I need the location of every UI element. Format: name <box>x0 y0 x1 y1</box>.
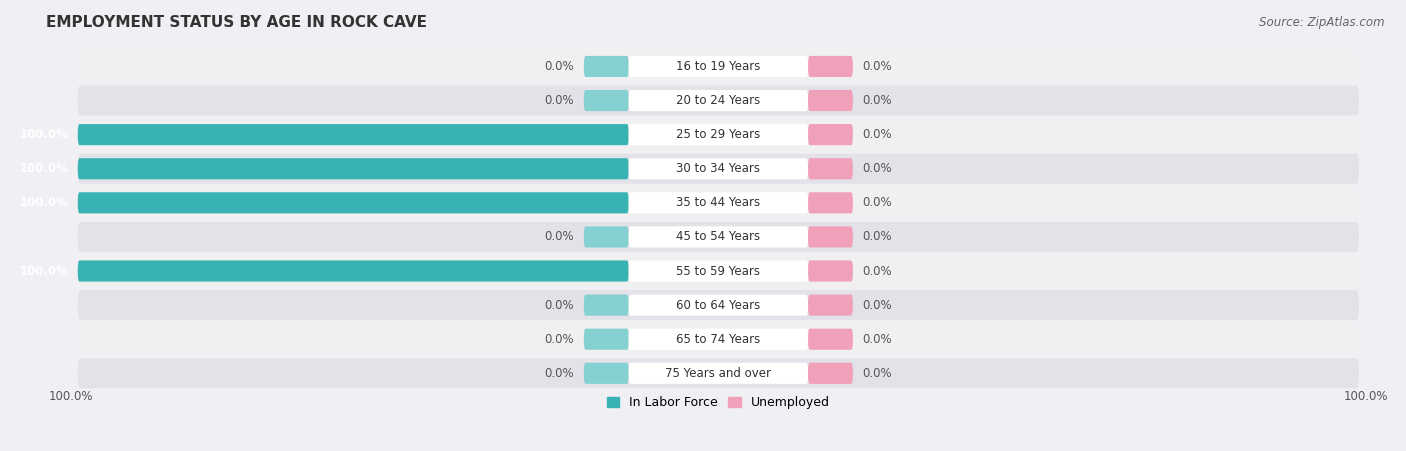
FancyBboxPatch shape <box>77 154 1360 184</box>
Legend: In Labor Force, Unemployed: In Labor Force, Unemployed <box>602 391 835 414</box>
FancyBboxPatch shape <box>77 120 1360 150</box>
FancyBboxPatch shape <box>77 158 628 179</box>
Text: 0.0%: 0.0% <box>862 265 893 277</box>
Text: 100.0%: 100.0% <box>1343 390 1388 403</box>
Text: 25 to 29 Years: 25 to 29 Years <box>676 128 761 141</box>
FancyBboxPatch shape <box>583 226 628 248</box>
FancyBboxPatch shape <box>583 329 628 350</box>
FancyBboxPatch shape <box>628 363 808 384</box>
Text: 45 to 54 Years: 45 to 54 Years <box>676 230 761 244</box>
FancyBboxPatch shape <box>628 192 808 213</box>
Text: 0.0%: 0.0% <box>862 94 893 107</box>
FancyBboxPatch shape <box>628 226 808 248</box>
Text: 0.0%: 0.0% <box>544 299 574 312</box>
Text: 0.0%: 0.0% <box>862 333 893 346</box>
Text: 100.0%: 100.0% <box>49 390 93 403</box>
Text: 100.0%: 100.0% <box>20 128 67 141</box>
FancyBboxPatch shape <box>808 295 853 316</box>
FancyBboxPatch shape <box>808 124 853 145</box>
Text: 0.0%: 0.0% <box>862 162 893 175</box>
Text: 60 to 64 Years: 60 to 64 Years <box>676 299 761 312</box>
FancyBboxPatch shape <box>77 51 1360 82</box>
FancyBboxPatch shape <box>808 56 853 77</box>
FancyBboxPatch shape <box>808 260 853 281</box>
Text: 100.0%: 100.0% <box>20 265 67 277</box>
Text: 0.0%: 0.0% <box>544 94 574 107</box>
Text: 20 to 24 Years: 20 to 24 Years <box>676 94 761 107</box>
FancyBboxPatch shape <box>77 358 1360 388</box>
Text: 35 to 44 Years: 35 to 44 Years <box>676 196 761 209</box>
Text: 0.0%: 0.0% <box>862 128 893 141</box>
FancyBboxPatch shape <box>628 124 808 145</box>
Text: 30 to 34 Years: 30 to 34 Years <box>676 162 761 175</box>
FancyBboxPatch shape <box>77 192 628 213</box>
FancyBboxPatch shape <box>77 290 1360 320</box>
FancyBboxPatch shape <box>77 124 628 145</box>
Text: 16 to 19 Years: 16 to 19 Years <box>676 60 761 73</box>
Text: 0.0%: 0.0% <box>544 60 574 73</box>
Text: Source: ZipAtlas.com: Source: ZipAtlas.com <box>1260 16 1385 29</box>
FancyBboxPatch shape <box>628 158 808 179</box>
FancyBboxPatch shape <box>77 324 1360 354</box>
FancyBboxPatch shape <box>808 158 853 179</box>
FancyBboxPatch shape <box>77 222 1360 252</box>
FancyBboxPatch shape <box>628 56 808 77</box>
Text: 0.0%: 0.0% <box>862 230 893 244</box>
Text: EMPLOYMENT STATUS BY AGE IN ROCK CAVE: EMPLOYMENT STATUS BY AGE IN ROCK CAVE <box>46 15 426 30</box>
Text: 100.0%: 100.0% <box>20 196 67 209</box>
FancyBboxPatch shape <box>583 363 628 384</box>
Text: 55 to 59 Years: 55 to 59 Years <box>676 265 761 277</box>
Text: 0.0%: 0.0% <box>862 196 893 209</box>
FancyBboxPatch shape <box>77 260 628 281</box>
FancyBboxPatch shape <box>77 86 1360 115</box>
FancyBboxPatch shape <box>628 329 808 350</box>
FancyBboxPatch shape <box>77 256 1360 286</box>
FancyBboxPatch shape <box>628 295 808 316</box>
Text: 75 Years and over: 75 Years and over <box>665 367 772 380</box>
FancyBboxPatch shape <box>583 56 628 77</box>
FancyBboxPatch shape <box>808 192 853 213</box>
Text: 0.0%: 0.0% <box>862 367 893 380</box>
Text: 0.0%: 0.0% <box>544 367 574 380</box>
FancyBboxPatch shape <box>628 90 808 111</box>
FancyBboxPatch shape <box>583 295 628 316</box>
FancyBboxPatch shape <box>808 329 853 350</box>
Text: 0.0%: 0.0% <box>544 333 574 346</box>
Text: 0.0%: 0.0% <box>862 60 893 73</box>
FancyBboxPatch shape <box>77 188 1360 218</box>
FancyBboxPatch shape <box>808 226 853 248</box>
Text: 0.0%: 0.0% <box>862 299 893 312</box>
FancyBboxPatch shape <box>628 260 808 281</box>
Text: 65 to 74 Years: 65 to 74 Years <box>676 333 761 346</box>
FancyBboxPatch shape <box>583 90 628 111</box>
FancyBboxPatch shape <box>808 90 853 111</box>
Text: 100.0%: 100.0% <box>20 162 67 175</box>
FancyBboxPatch shape <box>808 363 853 384</box>
Text: 0.0%: 0.0% <box>544 230 574 244</box>
